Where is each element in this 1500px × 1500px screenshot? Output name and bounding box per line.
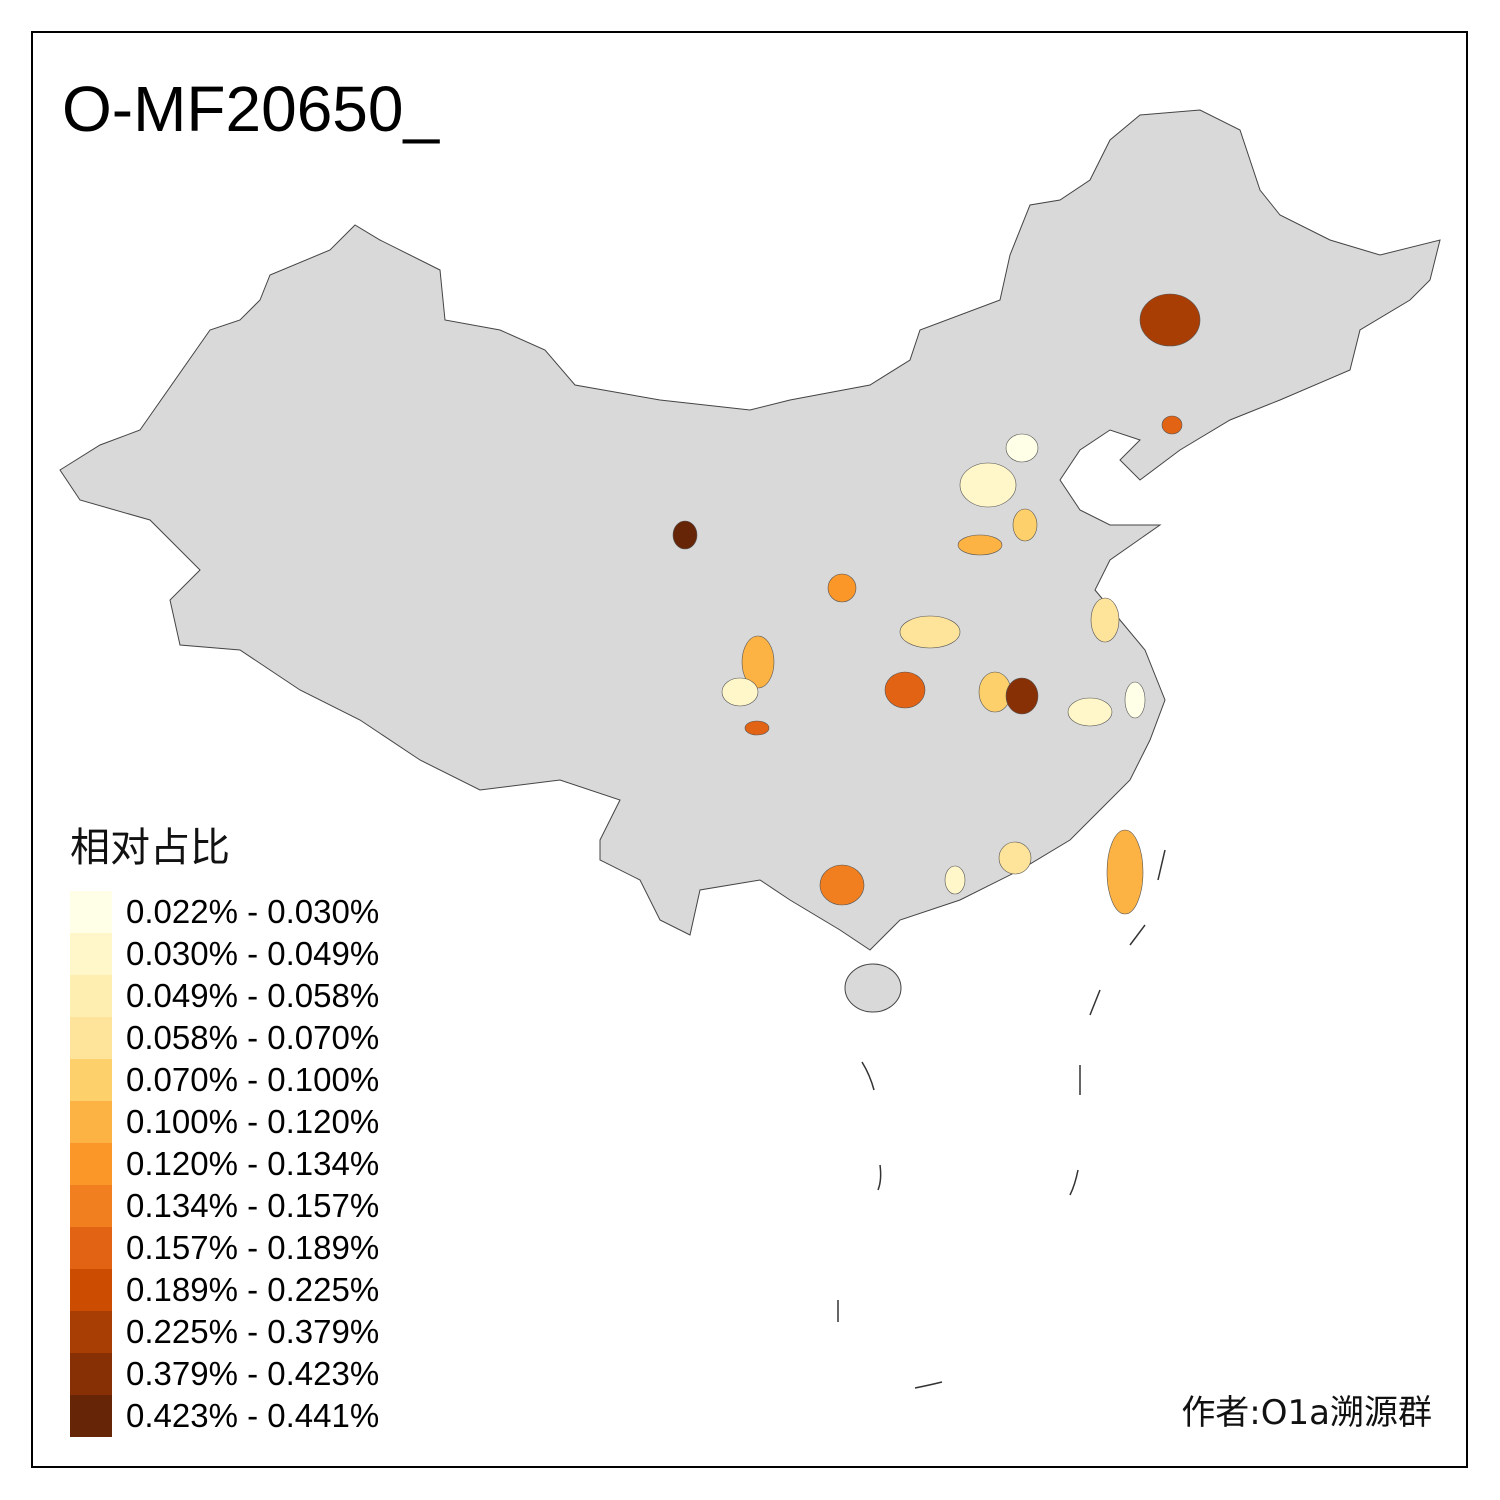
highlighted-region [959,462,1017,508]
legend-item: 0.022% - 0.030% [70,891,379,933]
highlighted-region [957,534,1003,556]
highlighted-region [1005,677,1039,715]
legend-swatch [70,1395,112,1437]
highlighted-region [1067,697,1113,727]
legend-item: 0.058% - 0.070% [70,1017,379,1059]
legend-item: 0.423% - 0.441% [70,1395,379,1437]
highlighted-region [1161,415,1183,435]
legend-swatch [70,1269,112,1311]
highlighted-region [744,720,770,736]
legend-item: 0.134% - 0.157% [70,1185,379,1227]
legend-swatch [70,1059,112,1101]
highlighted-region [899,615,961,649]
south-china-sea-islands [837,849,1166,1389]
legend-swatch [70,1353,112,1395]
highlighted-region [1005,433,1039,463]
legend-item: 0.157% - 0.189% [70,1227,379,1269]
legend-label: 0.225% - 0.379% [126,1313,380,1350]
legend: 相对占比 0.022% - 0.030% 0.030% - 0.049% 0.049… [70,815,379,1437]
legend-item: 0.379% - 0.423% [70,1353,379,1395]
highlighted-region [944,865,966,895]
legend-label: 0.379% - 0.423% [126,1355,380,1392]
legend-label: 0.120% - 0.134% [126,1145,380,1182]
highlighted-regions [672,293,1201,915]
legend-swatch [70,1101,112,1143]
highlighted-region [884,671,926,709]
legend-label: 0.189% - 0.225% [126,1271,380,1308]
legend-swatch [70,1017,112,1059]
region-taiwan [1106,829,1144,915]
legend-label: 0.070% - 0.100% [126,1061,380,1098]
legend-item: 0.049% - 0.058% [70,975,379,1017]
legend-item: 0.189% - 0.225% [70,1269,379,1311]
legend-item: 0.070% - 0.100% [70,1059,379,1101]
legend-swatch [70,1227,112,1269]
legend-swatch [70,1143,112,1185]
hainan-island [844,963,902,1013]
highlighted-region [741,635,775,689]
highlighted-region [1090,597,1120,643]
highlighted-region [827,573,857,603]
legend-item: 0.225% - 0.379% [70,1311,379,1353]
legend-label: 0.022% - 0.030% [126,893,380,930]
highlighted-region [1012,508,1038,542]
legend-label: 0.030% - 0.049% [126,935,380,972]
highlighted-region [1139,293,1201,347]
legend-label: 0.134% - 0.157% [126,1187,380,1224]
legend-label: 0.058% - 0.070% [126,1019,380,1056]
legend-item: 0.120% - 0.134% [70,1143,379,1185]
china-outline [59,109,1441,951]
legend-swatch [70,1185,112,1227]
map-title: O-MF20650_ [62,73,440,145]
legend-label: 0.423% - 0.441% [126,1397,380,1434]
map-frame [31,31,1468,1468]
legend-item: 0.100% - 0.120% [70,1101,379,1143]
highlighted-region [998,841,1032,875]
legend-item: 0.030% - 0.049% [70,933,379,975]
legend-label: 0.157% - 0.189% [126,1229,380,1266]
legend-swatch [70,933,112,975]
legend-swatch [70,1311,112,1353]
highlighted-region [819,864,865,906]
highlighted-region [1124,681,1146,719]
legend-label: 0.100% - 0.120% [126,1103,380,1140]
legend-swatch [70,891,112,933]
legend-label: 0.049% - 0.058% [126,977,380,1014]
legend-swatch [70,975,112,1017]
highlighted-region [672,520,698,550]
highlighted-region [721,677,759,707]
legend-title: 相对占比 [70,825,230,871]
author-credit: 作者:O1a溯源群 [1181,1393,1432,1433]
